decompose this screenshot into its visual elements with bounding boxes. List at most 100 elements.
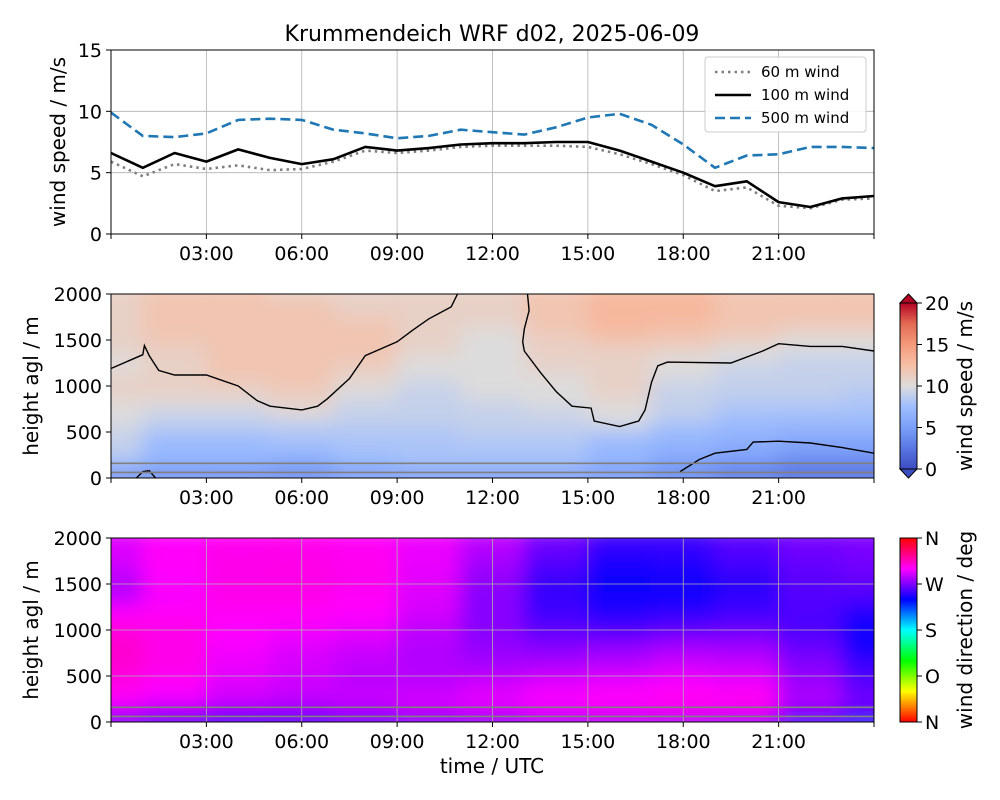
speed-field-cell — [841, 362, 874, 373]
direction-field-cell — [587, 546, 652, 567]
speed-field-cell — [142, 371, 207, 382]
speed-field-cell — [650, 445, 716, 456]
speed-field-cell — [205, 417, 271, 428]
speed-field-cell — [111, 463, 144, 472]
speed-field-cell — [587, 417, 652, 428]
speed-field-cell — [523, 316, 589, 327]
speed-field-cell — [111, 362, 144, 373]
direction-field-cell — [841, 601, 874, 622]
speed-field-cell — [269, 298, 335, 309]
speed-field-cell — [142, 399, 207, 410]
direction-field-cell — [778, 716, 843, 722]
x-tick-label: 18:00 — [656, 243, 711, 265]
x-tick-label: 18:00 — [656, 731, 711, 753]
y-tick-label: 1500 — [54, 574, 102, 596]
speed-field-cell — [523, 426, 589, 438]
speed-field-cell — [142, 298, 207, 309]
x-axis-label: time / UTC — [440, 754, 544, 778]
speed-field-cell — [523, 380, 589, 392]
direction-field-cell — [111, 583, 144, 603]
speed-field-cell — [269, 371, 335, 382]
speed-field-cell — [714, 294, 780, 300]
speed-field-cell — [587, 294, 652, 300]
wind-direction-heatmap-panel: 03:00 06:00 09:00 12:00 15:00 18:00 21:00 0 500 1… — [19, 528, 977, 778]
speed-field-cell — [778, 362, 843, 373]
direction-field-cell — [841, 657, 874, 677]
speed-field-cell — [778, 408, 843, 419]
speed-field-cell — [205, 454, 271, 465]
speed-field-cell — [841, 307, 874, 318]
direction-field-cell — [111, 675, 144, 695]
direction-field-cell — [396, 657, 462, 677]
speed-field-cell — [778, 298, 843, 309]
x-tick-label: 21:00 — [751, 487, 806, 509]
speed-field-cell — [111, 325, 144, 336]
speed-field-cell — [778, 475, 843, 478]
speed-field-cell — [142, 334, 207, 346]
x-tick-label: 18:00 — [656, 487, 711, 509]
speed-field-cell — [333, 470, 398, 477]
speed-field-cell — [714, 426, 780, 438]
y-tick-label: 0 — [90, 224, 102, 246]
speed-field-cell — [587, 344, 652, 355]
y-tick-label: 1000 — [54, 376, 102, 398]
speed-field-clip — [111, 294, 874, 478]
speed-field-cell — [778, 426, 843, 438]
direction-colorbar-bar — [899, 537, 918, 723]
x-tick-label: 09:00 — [370, 731, 425, 753]
speed-field-cell — [650, 454, 716, 465]
x-tick-label: 12:00 — [465, 243, 520, 265]
direction-field-cell — [841, 716, 874, 722]
legend-box — [704, 56, 867, 133]
speed-field-cell — [142, 362, 207, 373]
y-tick-label: 15 — [78, 40, 102, 62]
direction-field-cell — [205, 601, 271, 622]
speed-field-cell — [111, 445, 144, 456]
direction-field-cell — [778, 601, 843, 622]
direction-field-cell — [142, 583, 207, 603]
direction-field-cell — [587, 565, 652, 585]
speed-field-cell — [333, 475, 398, 478]
speed-field-cell — [841, 408, 874, 419]
speed-field-cell — [111, 408, 144, 419]
direction-field-cell — [333, 638, 398, 659]
direction-field-cell — [205, 716, 271, 722]
speed-field-cell — [205, 475, 271, 478]
direction-colorbar: N O S W N wind direction / deg — [899, 528, 977, 734]
speed-field-cell — [111, 316, 144, 327]
x-tick-label: 15:00 — [560, 731, 615, 753]
speed-field-cell — [111, 470, 144, 477]
speed-field-cell — [841, 436, 874, 447]
x-tick-label: 03:00 — [179, 731, 234, 753]
speed-field-cell — [142, 454, 207, 465]
direction-colorbar-tick-label: O — [925, 666, 940, 688]
direction-field-cell — [841, 583, 874, 603]
speed-field-cell — [142, 307, 207, 318]
speed-field-cell — [396, 470, 462, 477]
speed-field-cell — [523, 470, 589, 477]
speed-field-cell — [142, 380, 207, 392]
speed-field-cell — [523, 454, 589, 465]
speed-field-cell — [778, 399, 843, 410]
speed-field-cell — [269, 334, 335, 346]
y-tick-label: 10 — [78, 101, 102, 123]
speed-field-cell — [333, 334, 398, 346]
plot-frame — [110, 293, 875, 479]
speed-field-cell — [269, 325, 335, 336]
speed-colorbar-tick-label: 10 — [925, 376, 949, 398]
direction-field-cell — [778, 638, 843, 659]
speed-field-cell — [714, 408, 780, 419]
speed-field-cell — [841, 463, 874, 472]
speed-field-cell — [396, 380, 462, 392]
speed-field-cell — [523, 399, 589, 410]
direction-colorbar-tick-label: W — [925, 574, 944, 596]
speed-field-cell — [269, 408, 335, 419]
speed-field-cell — [460, 475, 525, 478]
speed-field-cell — [111, 426, 144, 438]
speed-field-cell — [111, 436, 144, 447]
direction-field-cell — [205, 675, 271, 695]
speed-field-cell — [460, 334, 525, 346]
speed-field-cell — [142, 463, 207, 472]
speed-colorbar-tick-label: 15 — [925, 335, 949, 357]
